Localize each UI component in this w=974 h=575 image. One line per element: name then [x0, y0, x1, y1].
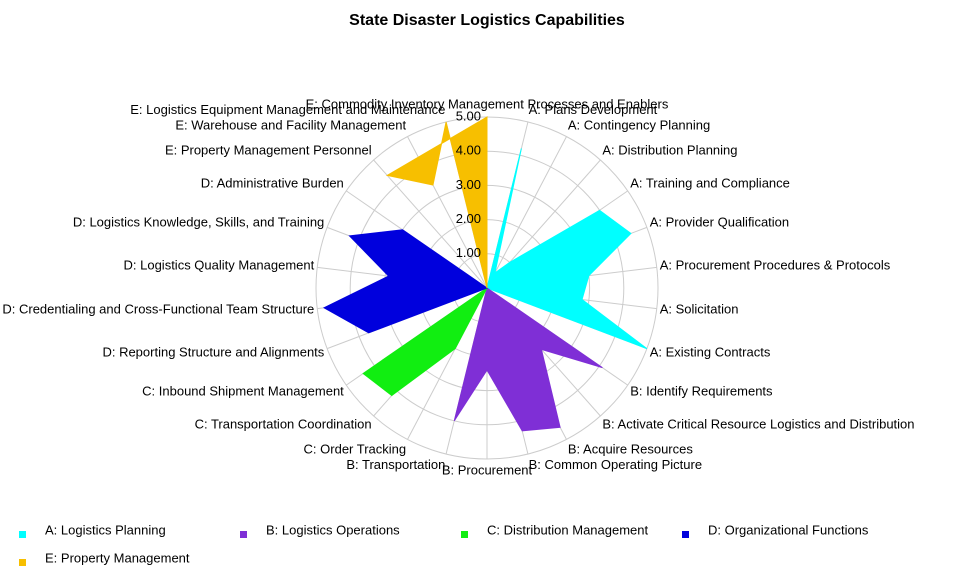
- y-tick-label: 1.00: [456, 245, 481, 260]
- chart-title: State Disaster Logistics Capabilities: [349, 12, 625, 29]
- category-label: D: Administrative Burden: [201, 175, 344, 190]
- category-label: A: Provider Qualification: [650, 215, 789, 230]
- category-label: A: Existing Contracts: [650, 344, 771, 359]
- category-label: A: Procurement Procedures & Protocols: [660, 257, 891, 272]
- series-area: [322, 229, 489, 334]
- y-tick-label: 4.00: [456, 143, 481, 158]
- legend-swatch: [461, 531, 468, 538]
- category-label: A: Distribution Planning: [602, 142, 737, 157]
- category-label: A: Solicitation: [660, 301, 739, 316]
- category-label: B: Common Operating Picture: [529, 457, 702, 472]
- category-label: E: Warehouse and Facility Management: [175, 117, 406, 132]
- y-tick-label: 5.00: [456, 108, 481, 123]
- category-label: C: Order Tracking: [304, 441, 407, 456]
- category-label: A: Contingency Planning: [568, 117, 710, 132]
- legend-label: E: Property Management: [45, 550, 190, 565]
- legend-label: B: Logistics Operations: [266, 522, 400, 537]
- legend-swatch: [19, 531, 26, 538]
- series-area: [453, 287, 603, 432]
- spoke: [486, 136, 567, 289]
- legend-swatch: [240, 531, 247, 538]
- legend-swatch: [19, 559, 26, 566]
- category-label: D: Reporting Structure and Alignments: [102, 344, 324, 359]
- category-label: D: Logistics Quality Management: [124, 257, 315, 272]
- category-label: D: Credentialing and Cross-Functional Te…: [2, 301, 314, 316]
- category-label: B: Procurement: [442, 462, 533, 477]
- category-label: B: Identify Requirements: [630, 383, 773, 398]
- y-tick-label: 2.00: [456, 211, 481, 226]
- category-label: D: Logistics Knowledge, Skills, and Trai…: [73, 215, 324, 230]
- y-tick-label: 3.00: [456, 177, 481, 192]
- category-label: B: Transportation: [346, 457, 445, 472]
- legend-label: A: Logistics Planning: [45, 522, 166, 537]
- category-label: E: Logistics Equipment Management and Ma…: [130, 102, 445, 117]
- category-label: E: Commodity Inventory Management Proces…: [306, 96, 669, 111]
- category-label: A: Plans Development: [529, 102, 658, 117]
- spoke: [373, 159, 488, 289]
- category-label: B: Activate Critical Resource Logistics …: [602, 416, 914, 431]
- series-area: [385, 116, 488, 289]
- legend-label: C: Distribution Management: [487, 522, 649, 537]
- legend-swatch: [682, 531, 689, 538]
- legend-label: D: Organizational Functions: [708, 522, 869, 537]
- category-label: A: Training and Compliance: [630, 175, 790, 190]
- series-area: [362, 287, 488, 397]
- series-area: [486, 148, 648, 350]
- category-label: C: Transportation Coordination: [195, 416, 372, 431]
- category-label: B: Acquire Resources: [568, 441, 694, 456]
- category-label: C: Inbound Shipment Management: [142, 383, 344, 398]
- category-label: E: Property Management Personnel: [165, 142, 372, 157]
